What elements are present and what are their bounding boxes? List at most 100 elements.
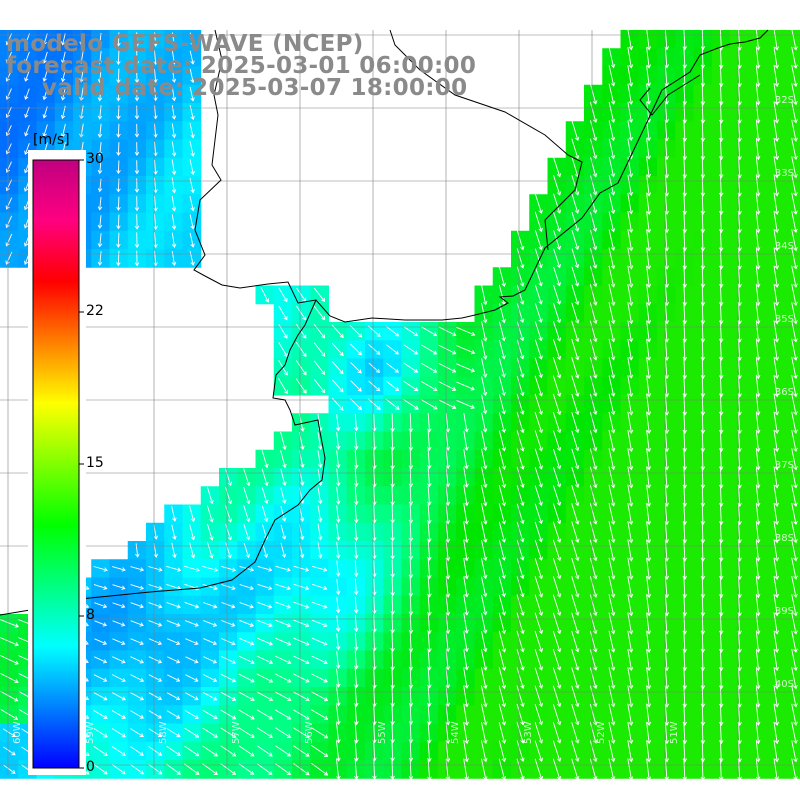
wind-arrow (207, 487, 214, 505)
wind-speed-cell (784, 157, 800, 177)
wind-arrow (445, 503, 451, 525)
wind-speed-cell (784, 285, 800, 305)
wind-arrow (456, 381, 475, 391)
wind-arrow (336, 468, 341, 487)
wind-arrow (627, 46, 634, 69)
wind-arrow (534, 448, 543, 470)
wind-arrow (791, 83, 798, 106)
wind-arrow (354, 467, 359, 488)
wind-arrow (608, 193, 616, 215)
wind-arrow (755, 375, 761, 398)
wind-arrow (516, 430, 525, 452)
wind-arrow (189, 524, 196, 541)
wind-arrow (700, 210, 706, 234)
wind-arrow (463, 467, 469, 488)
wind-arrow (445, 431, 451, 451)
wind-arrow (390, 504, 395, 524)
wind-arrow (24, 33, 30, 46)
wind-speed-cell (784, 486, 800, 505)
wind-arrow (42, 33, 48, 46)
wind-arrow (408, 485, 414, 506)
wind-arrow (608, 484, 616, 507)
wind-speed-cell (784, 650, 800, 670)
wind-arrow (243, 542, 251, 559)
wind-arrow (646, 192, 652, 215)
wind-arrow (773, 101, 780, 124)
wind-arrow (755, 64, 761, 88)
wind-arrow (243, 524, 251, 541)
wind-arrow (571, 338, 580, 361)
wind-arrow (608, 229, 616, 251)
wind-arrow (116, 87, 121, 102)
wind-arrow (718, 429, 724, 453)
wind-arrow (42, 51, 48, 64)
wind-arrow (5, 233, 13, 247)
wind-arrow (646, 375, 652, 398)
wind-arrow (553, 193, 562, 214)
wind-arrow (590, 211, 598, 233)
wind-arrow (773, 119, 780, 142)
wind-arrow (171, 123, 177, 139)
wind-arrow (97, 123, 103, 138)
lat-label: 33S (774, 168, 794, 179)
wind-arrow (60, 69, 66, 83)
wind-arrow (317, 450, 323, 469)
wind-arrow (24, 88, 30, 100)
wind-arrow (408, 522, 414, 542)
wind-arrow (718, 156, 724, 179)
wind-arrow (386, 362, 399, 373)
wind-arrow (552, 521, 562, 543)
wind-arrow (718, 265, 724, 289)
wind-arrow (553, 175, 562, 196)
wind-arrow (589, 503, 598, 525)
wind-arrow (385, 380, 400, 392)
wind-arrow (498, 358, 506, 378)
wind-arrow (608, 120, 616, 142)
wind-arrow (5, 88, 12, 100)
wind-arrow (718, 119, 724, 143)
wind-arrow (571, 284, 580, 306)
wind-arrow (189, 50, 195, 65)
wind-arrow (718, 466, 724, 489)
wind-arrow (718, 393, 724, 416)
wind-speed-cell (784, 614, 800, 633)
wind-arrow (552, 339, 562, 361)
wind-arrow (700, 137, 706, 161)
wind-arrow (189, 232, 195, 248)
wind-arrow (552, 393, 562, 416)
lat-label: 37S (774, 460, 794, 471)
wind-arrow (755, 484, 761, 507)
wind-arrow (791, 466, 798, 489)
wind-arrow (403, 380, 419, 392)
wind-arrow (552, 357, 562, 379)
wind-arrow (134, 250, 140, 267)
wind-arrow (481, 394, 488, 415)
wind-arrow (718, 101, 724, 124)
wind-arrow (516, 285, 525, 305)
wind-arrow (243, 468, 251, 487)
wind-arrow (403, 326, 419, 337)
wind-arrow (481, 358, 488, 378)
wind-arrow (189, 141, 195, 157)
wind-arrow (589, 138, 598, 160)
wind-speed-cell (784, 632, 800, 651)
wind-arrow (700, 448, 706, 471)
wind-arrow (534, 321, 543, 342)
wind-arrow (718, 247, 724, 270)
colorbar-tick-15: 15 (86, 455, 104, 471)
wind-arrow (408, 467, 414, 488)
wind-arrow (755, 192, 761, 215)
wind-arrow (773, 320, 780, 343)
wind-arrow (646, 448, 652, 471)
wind-arrow (646, 265, 652, 288)
wind-arrow (280, 468, 287, 487)
wind-arrow (608, 65, 616, 87)
wind-arrow (700, 320, 706, 343)
wind-arrow (718, 210, 724, 234)
lon-label: 56W (304, 721, 315, 744)
wind-arrow (171, 214, 177, 230)
wind-arrow (390, 467, 395, 488)
wind-arrow (700, 484, 706, 508)
wind-speed-cell (784, 413, 800, 432)
wind-arrow (367, 325, 381, 337)
